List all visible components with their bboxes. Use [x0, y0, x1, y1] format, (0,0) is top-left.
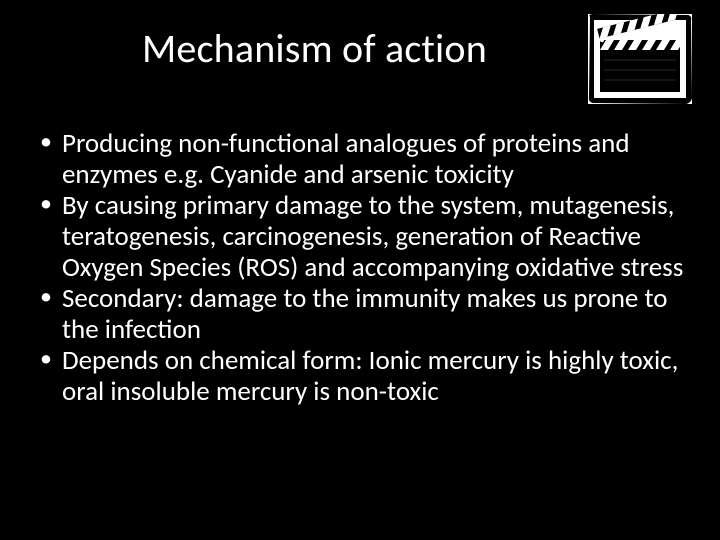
- clapperboard-icon: [588, 14, 692, 104]
- bullet-item: Producing non-functional analogues of pr…: [34, 128, 686, 190]
- bullet-list: Producing non-functional analogues of pr…: [34, 128, 686, 407]
- slide: Mechanism of action: [0, 0, 720, 540]
- bullet-item: Secondary: damage to the immunity makes …: [34, 283, 686, 345]
- body-area: Producing non-functional analogues of pr…: [34, 128, 686, 407]
- bullet-item: Depends on chemical form: Ionic mercury …: [34, 345, 686, 407]
- slide-title: Mechanism of action: [142, 24, 487, 73]
- title-row: Mechanism of action: [34, 18, 686, 108]
- bullet-item: By causing primary damage to the system,…: [34, 190, 686, 283]
